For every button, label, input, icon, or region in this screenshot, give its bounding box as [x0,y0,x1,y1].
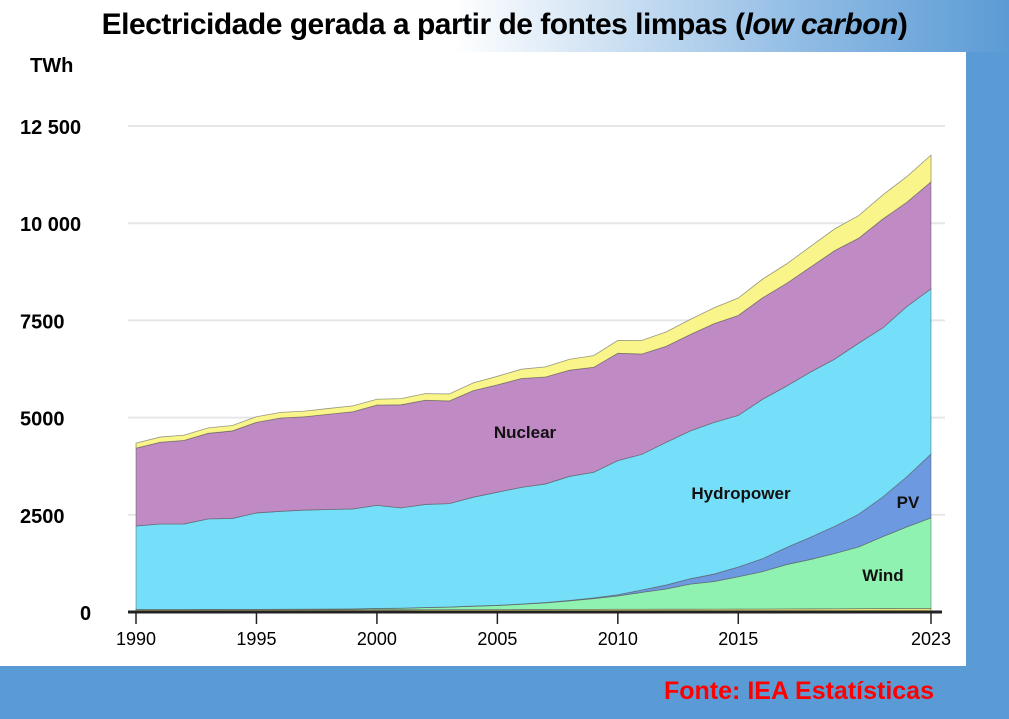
x-tick-label: 2015 [718,629,758,649]
title-text: Electricidade gerada a partir de fontes … [101,8,745,41]
series-label-nuclear: Nuclear [494,423,557,442]
x-tick-label: 1990 [116,629,156,649]
x-tick-label: 2010 [598,629,638,649]
y-tick-label: 2500 [20,506,65,528]
title-bar [0,0,1009,52]
series-label-wind: Wind [862,566,903,585]
x-tick-label: 1995 [236,629,276,649]
x-tick-label: 2023 [911,629,951,649]
series-label-hydropower: Hydropower [691,484,791,503]
y-tick-label: 5000 [20,409,65,431]
y-tick-label: 0 [80,603,91,625]
source-text: Fonte: IEA Estatísticas [664,677,934,705]
y-axis-unit: TWh [30,55,73,77]
chart-title: Electricidade gerada a partir de fontes … [0,8,1009,42]
title-italic: low carbon [744,8,899,41]
y-tick-label: 12 500 [20,117,81,139]
title-end: ) [897,8,908,41]
x-tick-label: 2005 [477,629,517,649]
y-tick-label: 10 000 [20,214,81,236]
area-other-top [135,154,932,449]
y-tick-label: 7500 [20,311,65,333]
series-label-pv: PV [897,493,920,512]
x-tick-label: 2000 [357,629,397,649]
